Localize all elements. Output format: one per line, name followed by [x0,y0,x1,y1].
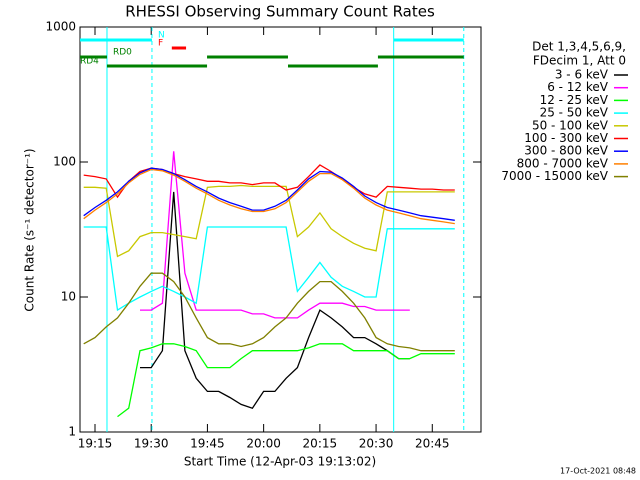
legend-label: 7000 - 15000 keV [501,169,608,183]
flag-label: N [158,31,165,41]
y-tick-label: 1 [68,425,76,439]
series-line [83,272,455,352]
x-tick-label: 20:00 [246,437,281,451]
series-line [140,151,410,319]
series-line [83,167,455,221]
flag-label: F [158,39,163,49]
y-axis-label: Count Rate (s⁻¹ detector⁻¹) [23,148,37,311]
x-tick-label: 20:45 [415,437,450,451]
flag-label: RD0 [113,48,132,58]
legend-label: 300 - 800 keV [524,144,608,158]
legend-header: FDecim 1, Att 0 [533,54,626,68]
legend-label: 12 - 25 keV [540,93,609,107]
x-axis-label: Start Time (12-Apr-03 19:13:02) [184,455,376,469]
legend-label: 25 - 50 keV [540,106,609,120]
footer-date: 17-Oct-2021 08:48 [560,467,636,476]
chart-title: RHESSI Observing Summary Count Rates [125,3,435,21]
legend-label: 6 - 12 keV [547,80,609,94]
series-line [117,343,455,418]
x-tick-label: 20:15 [303,437,338,451]
series-line [83,226,455,312]
legend-label: 3 - 6 keV [555,68,609,82]
y-tick-label: 10 [61,290,76,304]
series-line [83,168,455,225]
series-line [83,184,455,258]
y-tick-label: 100 [53,155,76,169]
y-tick-label: 1000 [45,20,76,34]
x-tick-label: 20:30 [359,437,394,451]
legend-label: 100 - 300 keV [524,131,608,145]
legend-header: Det 1,3,4,5,6,9, [532,40,626,54]
plot-frame [79,26,482,433]
x-tick-label: 19:45 [190,437,225,451]
flag-label: RD4 [80,57,99,67]
x-tick-label: 19:15 [78,437,113,451]
legend-label: 50 - 100 keV [532,118,609,132]
series-line [140,191,410,409]
x-tick-label: 19:30 [134,437,169,451]
legend-label: 800 - 7000 keV [517,156,609,170]
